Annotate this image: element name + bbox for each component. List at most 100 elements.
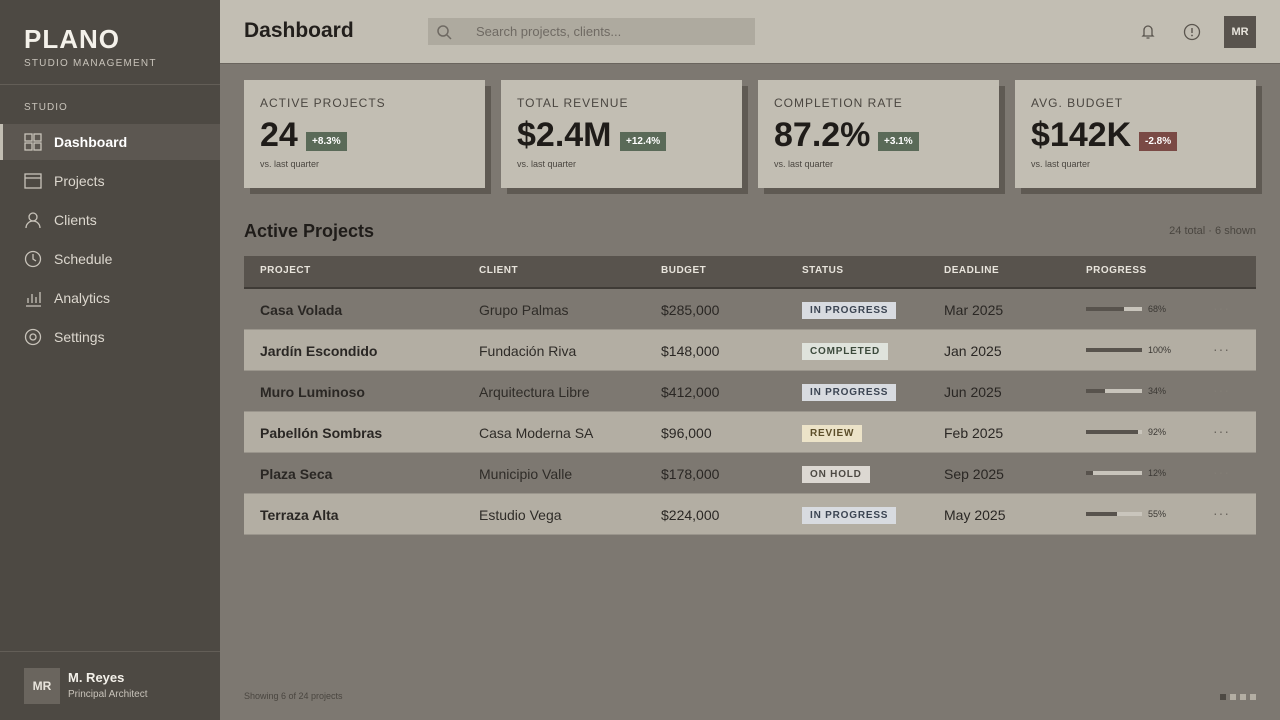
client-name: Municipio Valle bbox=[479, 466, 573, 482]
progress-label: 55% bbox=[1148, 509, 1167, 519]
page-dot[interactable] bbox=[1250, 694, 1256, 700]
column-header: BUDGET bbox=[661, 265, 707, 276]
nav-icon bbox=[24, 133, 42, 151]
row-menu[interactable]: ··· bbox=[1213, 423, 1230, 439]
sidebar: PLANO STUDIO MANAGEMENT STUDIO Dashboard… bbox=[0, 0, 220, 720]
status-badge: COMPLETED bbox=[802, 343, 888, 360]
header: Dashboard Search projects, clients... MR bbox=[220, 0, 1280, 64]
column-header: PROGRESS bbox=[1086, 265, 1147, 276]
nav-item[interactable]: Schedule bbox=[0, 241, 220, 277]
user-avatar: MR bbox=[24, 668, 60, 704]
nav-icon bbox=[24, 173, 42, 189]
client-name: Casa Moderna SA bbox=[479, 425, 594, 441]
row-menu[interactable]: ··· bbox=[1213, 341, 1230, 357]
progress-label: 92% bbox=[1148, 427, 1167, 437]
stat-note: vs. last quarter bbox=[774, 159, 834, 169]
row-menu[interactable]: ··· bbox=[1213, 382, 1230, 398]
table-row[interactable]: Casa Volada Grupo Palmas $285,000 IN PROGRE… bbox=[244, 289, 1256, 330]
project-name: Muro Luminoso bbox=[260, 384, 365, 400]
divider bbox=[0, 84, 220, 85]
nav-item[interactable]: Settings bbox=[0, 319, 220, 355]
bell-icon[interactable] bbox=[1140, 23, 1156, 41]
progress-label: 68% bbox=[1148, 304, 1167, 314]
row-menu[interactable]: ··· bbox=[1213, 505, 1230, 521]
table-summary: 24 total · 6 shown bbox=[1169, 225, 1256, 237]
user-role: Principal Architect bbox=[68, 689, 148, 700]
stat-value: $2.4M bbox=[517, 116, 612, 154]
table-row[interactable]: Jardín Escondido Fundación Riva $148,000 CO… bbox=[244, 330, 1256, 371]
page-dot[interactable] bbox=[1230, 694, 1236, 700]
nav-item[interactable]: Analytics bbox=[0, 280, 220, 316]
brand: PLANO bbox=[24, 24, 120, 54]
stat-change: +12.4% bbox=[620, 132, 667, 151]
budget: $224,000 bbox=[661, 507, 720, 523]
column-header: PROJECT bbox=[260, 265, 311, 276]
page-title: Dashboard bbox=[244, 19, 354, 42]
client-name: Grupo Palmas bbox=[479, 302, 569, 318]
table-row[interactable]: Muro Luminoso Arquitectura Libre $412,000 I… bbox=[244, 371, 1256, 412]
stat-card: AVG. BUDGET $142K -2.8% vs. last quarter bbox=[1015, 80, 1256, 188]
progress-track bbox=[1086, 389, 1142, 393]
column-header: DEADLINE bbox=[944, 265, 1000, 276]
header-avatar[interactable]: MR bbox=[1224, 16, 1256, 48]
stat-note: vs. last quarter bbox=[260, 159, 320, 169]
nav-icon bbox=[24, 328, 42, 346]
stat-value: 24 bbox=[260, 116, 298, 154]
stat-label: AVG. BUDGET bbox=[1031, 96, 1124, 110]
progress-fill bbox=[1086, 348, 1142, 352]
stat-label: COMPLETION RATE bbox=[774, 96, 903, 110]
status-badge: REVIEW bbox=[802, 425, 863, 442]
page-dot[interactable] bbox=[1220, 694, 1226, 700]
table-row[interactable]: Terraza Alta Estudio Vega $224,000 IN PROGR… bbox=[244, 494, 1256, 535]
budget: $285,000 bbox=[661, 302, 720, 318]
user-name: M. Reyes bbox=[68, 670, 125, 685]
stat-label: TOTAL REVENUE bbox=[517, 96, 629, 110]
stat-card: COMPLETION RATE 87.2% +3.1% vs. last quarte… bbox=[758, 80, 999, 188]
deadline: Jan 2025 bbox=[944, 343, 1002, 359]
nav-item[interactable]: Dashboard bbox=[0, 124, 220, 160]
table-row[interactable]: Pabellón Sombras Casa Moderna SA $96,000 RE… bbox=[244, 412, 1256, 453]
nav-label: Analytics bbox=[54, 290, 111, 306]
status-badge: ON HOLD bbox=[802, 466, 870, 483]
search-box[interactable]: Search projects, clients... bbox=[428, 18, 755, 45]
stat-value: 87.2% bbox=[774, 116, 871, 154]
nav-item[interactable]: Projects bbox=[0, 163, 220, 199]
nav-icon bbox=[26, 292, 41, 307]
nav-label: Schedule bbox=[54, 251, 113, 267]
column-header: STATUS bbox=[802, 265, 844, 276]
page-dot[interactable] bbox=[1240, 694, 1246, 700]
client-name: Fundación Riva bbox=[479, 343, 577, 359]
budget: $148,000 bbox=[661, 343, 720, 359]
nav-label: Dashboard bbox=[54, 134, 128, 150]
progress-fill bbox=[1086, 430, 1138, 434]
project-name: Terraza Alta bbox=[260, 507, 339, 523]
progress-label: 12% bbox=[1148, 468, 1167, 478]
stat-card: TOTAL REVENUE $2.4M +12.4% vs. last quarter bbox=[501, 80, 742, 188]
nav-section: STUDIO bbox=[24, 102, 68, 113]
nav-item[interactable]: Clients bbox=[0, 202, 220, 238]
deadline: Mar 2025 bbox=[944, 302, 1004, 318]
progress-fill bbox=[1086, 389, 1106, 393]
stat-value: $142K bbox=[1031, 116, 1132, 154]
client-name: Arquitectura Libre bbox=[479, 384, 590, 400]
deadline: Sep 2025 bbox=[944, 466, 1004, 482]
table-row[interactable]: Plaza Seca Municipio Valle $178,000 ON HOLD… bbox=[244, 453, 1256, 494]
budget: $412,000 bbox=[661, 384, 720, 400]
project-name: Jardín Escondido bbox=[260, 343, 378, 359]
row-menu[interactable]: ··· bbox=[1213, 464, 1230, 480]
budget: $96,000 bbox=[661, 425, 712, 441]
project-name: Casa Volada bbox=[260, 302, 343, 318]
search-placeholder: Search projects, clients... bbox=[476, 24, 622, 39]
nav-label: Clients bbox=[54, 212, 97, 228]
tagline: STUDIO MANAGEMENT bbox=[24, 58, 157, 69]
divider bbox=[0, 651, 220, 652]
info-icon[interactable] bbox=[1183, 23, 1201, 41]
search-icon bbox=[437, 25, 452, 40]
column-header: CLIENT bbox=[479, 265, 519, 276]
footer-text: Showing 6 of 24 projects bbox=[244, 691, 343, 701]
row-menu[interactable]: ··· bbox=[1213, 300, 1230, 316]
status-badge: IN PROGRESS bbox=[802, 507, 897, 524]
progress-label: 34% bbox=[1148, 386, 1167, 396]
status-badge: IN PROGRESS bbox=[802, 302, 897, 319]
